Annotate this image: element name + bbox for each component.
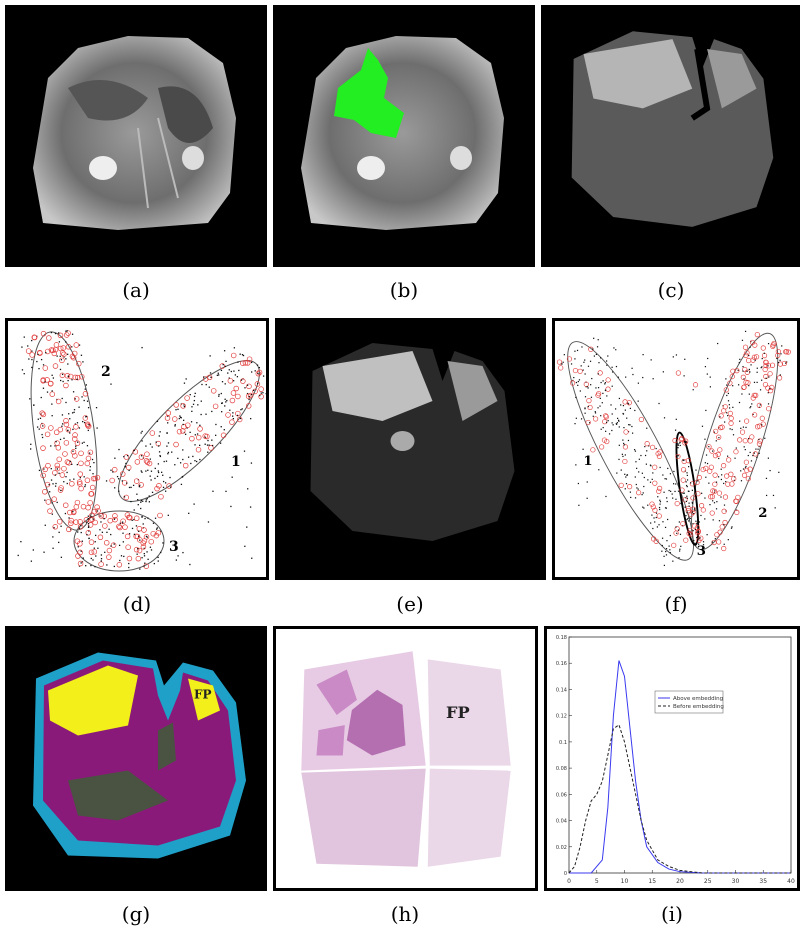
mri-segmentation-image — [301, 36, 504, 230]
x-tick-label: 40 — [787, 878, 795, 885]
cluster-label-3: 3 — [697, 544, 706, 559]
x-tick-label: 30 — [732, 878, 740, 885]
scatter-points — [17, 330, 266, 570]
legend-box — [654, 690, 724, 714]
panel-a-mri — [5, 5, 267, 267]
panel-i-distribution-chart: 0 5 10 15 20 25 30 35 40 0 0.02 0.04 0.06 0.08 0.1 0.12… — [544, 626, 800, 891]
caption-g: (g) — [121, 902, 151, 926]
caption-a: (a) — [122, 278, 150, 302]
y-tick-label: 0.04 — [556, 819, 567, 825]
legend-label: Above embedding — [673, 696, 723, 702]
cluster-label-1: 1 — [231, 454, 241, 470]
feature-map-image — [571, 31, 774, 227]
panel-b-mri-segmented — [273, 5, 535, 267]
x-tick-label: 5 — [595, 878, 599, 885]
y-tick-label: 0.12 — [556, 714, 567, 720]
x-tick-label: 35 — [759, 878, 767, 885]
cluster-label-2: 2 — [758, 506, 767, 521]
x-tick-label: 20 — [676, 878, 684, 885]
plot-frame — [568, 636, 792, 874]
y-tick-label: 0.14 — [556, 687, 567, 693]
panel-f-embedding-scatter: 1 2 3 — [552, 318, 800, 580]
series-line-1 — [569, 660, 791, 874]
y-tick-label: 0.08 — [556, 766, 567, 772]
caption-h: (h) — [390, 902, 420, 926]
panel-e-feature-map — [275, 318, 546, 580]
series-line-2 — [568, 724, 791, 874]
fp-annotation: FP — [194, 688, 212, 702]
heatmap-image: FP — [33, 652, 246, 859]
cluster-label-2: 2 — [101, 364, 111, 380]
x-tick-label: 25 — [704, 878, 712, 885]
feature-map-e-image — [310, 343, 515, 541]
segmentation-region — [334, 48, 404, 138]
y-tick-label: 0.06 — [556, 792, 567, 798]
fp-annotation: FP — [446, 703, 470, 722]
scatter-plot-f: 1 2 3 — [556, 330, 791, 567]
caption-i: (i) — [660, 902, 683, 926]
scatter-plot-d: 2 1 3 — [17, 330, 266, 572]
legend-label: Before embedding — [673, 704, 724, 710]
panel-d-embedding-scatter: 2 1 3 — [5, 318, 269, 580]
y-tick-label: 0.02 — [556, 845, 567, 851]
histology-image: FP — [301, 651, 511, 867]
panel-g-heatmap: FP — [5, 626, 267, 891]
x-tick-label: 15 — [648, 878, 656, 885]
scatter-points — [556, 330, 791, 567]
y-tick-label: 0.1 — [559, 740, 567, 746]
mri-slice-image — [33, 36, 236, 230]
caption-e: (e) — [396, 592, 424, 616]
cluster-label-1: 1 — [583, 454, 592, 469]
panel-c-feature-map — [541, 5, 800, 267]
caption-c: (c) — [657, 278, 685, 302]
y-tick-label: 0.16 — [556, 661, 567, 667]
y-tick-label: 0.18 — [556, 635, 567, 641]
caption-d: (d) — [122, 592, 152, 616]
line-chart: 0 5 10 15 20 25 30 35 40 0 0.02 0.04 0.06 0.08 0.1 0.12… — [556, 635, 795, 885]
caption-b: (b) — [389, 278, 419, 302]
caption-f: (f) — [664, 592, 688, 616]
x-tick-label: 10 — [621, 878, 629, 885]
panel-h-histology: FP — [273, 626, 538, 891]
x-tick-label: 0 — [567, 878, 571, 885]
y-tick-label: 0 — [564, 871, 567, 877]
cluster-label-3: 3 — [169, 539, 179, 555]
